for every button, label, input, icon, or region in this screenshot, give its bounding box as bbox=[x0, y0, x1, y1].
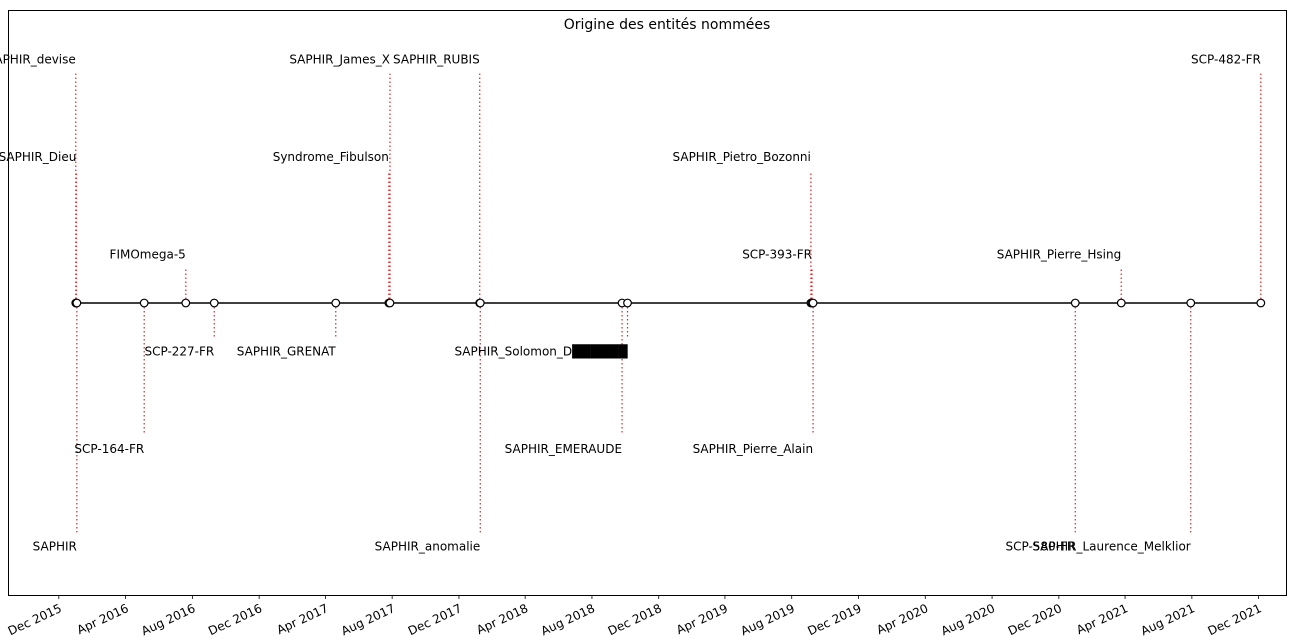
x-tick-label: Aug 2020 bbox=[939, 601, 997, 638]
event-marker bbox=[475, 298, 485, 308]
x-tick-label: Aug 2017 bbox=[339, 601, 397, 638]
labels-layer: SAPHIR_devise SAPHIR_Dieu SAPHIR SCP-164-FR… bbox=[0, 53, 1261, 554]
x-tick-label: Aug 2016 bbox=[139, 601, 197, 638]
event-marker bbox=[72, 298, 82, 308]
event-label: Syndrome_Fibulson bbox=[273, 150, 389, 164]
event-label: SAPHIR_devise bbox=[0, 53, 76, 67]
x-tick-label: Aug 2021 bbox=[1139, 601, 1197, 638]
event-marker bbox=[1256, 298, 1266, 308]
x-tick-label: Dec 2017 bbox=[406, 601, 464, 638]
x-tick-label: Aug 2019 bbox=[739, 601, 797, 638]
event-label: SAPHIR_RUBIS bbox=[393, 53, 480, 67]
event-label: SAPHIR_Pierre_Alain bbox=[693, 442, 814, 456]
x-tick-label: Dec 2016 bbox=[206, 601, 264, 638]
x-tick-label: Dec 2020 bbox=[1006, 601, 1064, 638]
event-label: SCP-580-FR bbox=[1005, 539, 1075, 553]
event-marker bbox=[331, 298, 341, 308]
chart-title: Origine des entités nommées bbox=[564, 17, 771, 33]
event-label: SAPHIR bbox=[33, 539, 77, 553]
event-label: SAPHIR_James_X bbox=[289, 53, 390, 67]
x-tick-label: Apr 2019 bbox=[674, 601, 730, 637]
event-label: SAPHIR_GRENAT bbox=[237, 345, 337, 359]
event-marker bbox=[139, 298, 149, 308]
event-label: SCP-227-FR bbox=[144, 345, 214, 359]
plot-frame bbox=[8, 10, 1287, 596]
event-marker bbox=[1070, 298, 1080, 308]
event-label: SCP-393-FR bbox=[742, 247, 812, 261]
event-marker bbox=[385, 298, 395, 308]
event-marker bbox=[181, 298, 191, 308]
x-tick-label: Apr 2020 bbox=[874, 601, 930, 637]
markers-layer bbox=[71, 298, 1266, 308]
event-label: SAPHIR_EMERAUDE bbox=[505, 442, 622, 456]
event-marker bbox=[209, 298, 219, 308]
event-label: SAPHIR_Pietro_Bozonni bbox=[673, 150, 811, 164]
x-tick-label: Dec 2015 bbox=[6, 601, 64, 638]
x-tick-label: Dec 2021 bbox=[1206, 601, 1264, 638]
x-tick-label: Apr 2016 bbox=[75, 601, 131, 637]
x-tick-label: Dec 2019 bbox=[805, 601, 863, 638]
x-tick-label: Apr 2017 bbox=[275, 601, 331, 637]
event-label: SAPHIR_Dieu bbox=[0, 150, 76, 164]
event-label: SAPHIR_anomalie bbox=[375, 539, 481, 553]
event-label: SAPHIR_Laurence_Melklior bbox=[1032, 539, 1190, 553]
event-label: SAPHIR_Solomon_D██████ bbox=[454, 344, 628, 359]
event-label: SCP-164-FR bbox=[74, 442, 144, 456]
event-marker bbox=[808, 298, 818, 308]
event-label: FIMOmega-5 bbox=[110, 247, 186, 261]
event-label: SCP-482-FR bbox=[1191, 53, 1261, 67]
event-label: SAPHIR_Pierre_Hsing bbox=[997, 247, 1121, 261]
x-tick-label: Dec 2018 bbox=[606, 601, 664, 638]
x-tick-label: Aug 2018 bbox=[539, 601, 597, 638]
stems-layer bbox=[75, 73, 1262, 533]
event-marker bbox=[1116, 298, 1126, 308]
event-marker bbox=[1186, 298, 1196, 308]
x-axis-ticks: Dec 2015 Apr 2016 Aug 2016 Dec 2016 Apr 2017… bbox=[6, 595, 1264, 638]
event-marker bbox=[623, 298, 632, 308]
x-tick-label: Apr 2018 bbox=[474, 601, 530, 637]
x-tick-label: Apr 2021 bbox=[1074, 601, 1130, 637]
